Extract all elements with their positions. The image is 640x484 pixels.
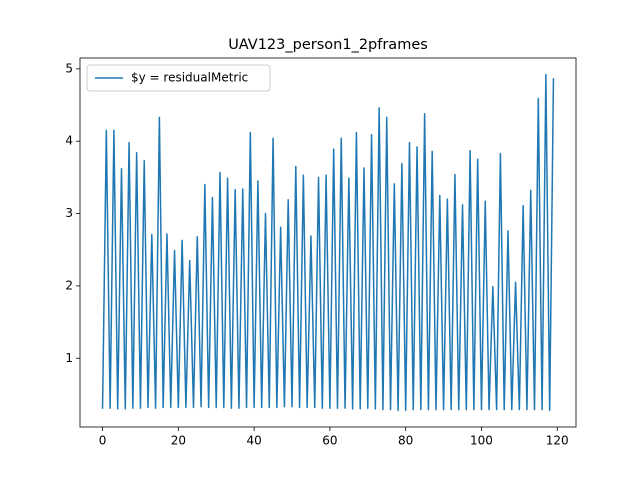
y-tick-label: 2	[65, 278, 73, 292]
x-tick-label: 60	[322, 434, 337, 448]
chart-title: UAV123_person1_2pframes	[228, 37, 428, 53]
x-tick-label: 40	[246, 434, 261, 448]
legend-label: $y = residualMetric	[131, 71, 248, 85]
x-tick-label: 20	[171, 434, 186, 448]
x-tick-label: 0	[99, 434, 107, 448]
y-tick-label: 3	[65, 206, 73, 220]
x-tick-label: 100	[470, 434, 493, 448]
y-tick-label: 4	[65, 134, 73, 148]
legend-box	[86, 64, 271, 92]
y-tick-label: 1	[65, 351, 73, 365]
x-tick-label: 80	[398, 434, 413, 448]
y-tick-label: 5	[65, 61, 73, 75]
x-tick-label: 120	[546, 434, 569, 448]
data-line	[101, 73, 555, 412]
axes-frame	[79, 57, 577, 428]
